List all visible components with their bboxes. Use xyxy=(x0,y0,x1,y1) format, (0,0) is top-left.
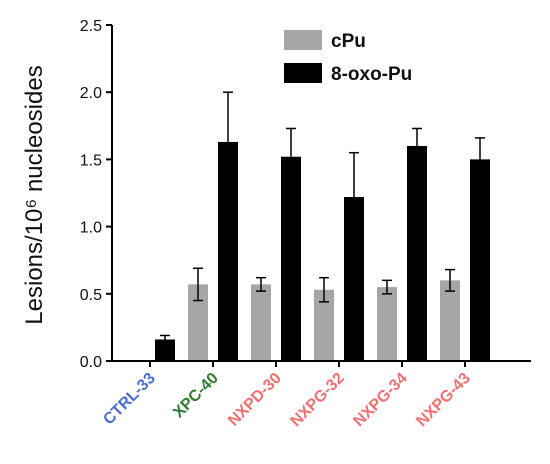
y-axis-title: Lesions/10⁶ nucleosides xyxy=(21,65,48,324)
bar-8-oxo-pu-nxpg-32 xyxy=(344,197,364,361)
bar-cpu-nxpd-30 xyxy=(251,284,271,361)
y-tick-label: 0.5 xyxy=(80,287,102,304)
category-label: NXPD-30 xyxy=(225,370,285,430)
bar-cpu-nxpg-32 xyxy=(314,289,334,361)
x-axis: CTRL-33 XPC-40 NXPD-30 NXPG-32 NXPG-34 NXPG-4… xyxy=(100,360,531,431)
legend-swatch xyxy=(284,30,322,50)
category-label: NXPG-34 xyxy=(350,370,411,431)
y-tick-label: 2.0 xyxy=(80,85,102,102)
bar-8-oxo-pu-xpc-40 xyxy=(218,141,238,361)
y-tick-label: 0.0 xyxy=(80,354,102,371)
legend-label: 8-oxo-Pu xyxy=(331,64,412,85)
bar-8-oxo-pu-nxpg-43 xyxy=(470,159,490,361)
y-tick-label: 1.5 xyxy=(80,152,102,169)
category-label: CTRL-33 xyxy=(100,370,159,429)
bar-8-oxo-pu-nxpg-34 xyxy=(407,145,427,361)
legend-label: cPu xyxy=(331,31,366,52)
bars xyxy=(155,91,490,361)
bar-cpu-nxpg-43 xyxy=(440,280,460,361)
category-label: XPC-40 xyxy=(170,370,222,422)
y-tick-label: 1.0 xyxy=(80,220,102,237)
category-label: NXPG-32 xyxy=(287,370,348,431)
bar-cpu-xpc-40 xyxy=(188,284,208,361)
legend: cPu 8-oxo-Pu xyxy=(284,30,412,85)
y-tick-label: 2.5 xyxy=(80,18,102,35)
bar-8-oxo-pu-ctrl-33 xyxy=(155,339,175,361)
category-label: NXPG-43 xyxy=(413,370,474,431)
legend-swatch xyxy=(284,63,322,83)
bar-8-oxo-pu-nxpd-30 xyxy=(281,156,301,361)
bar-cpu-nxpg-34 xyxy=(377,287,397,361)
y-axis: 0.0 0.5 1.0 1.5 2.0 2.5 xyxy=(80,18,113,371)
